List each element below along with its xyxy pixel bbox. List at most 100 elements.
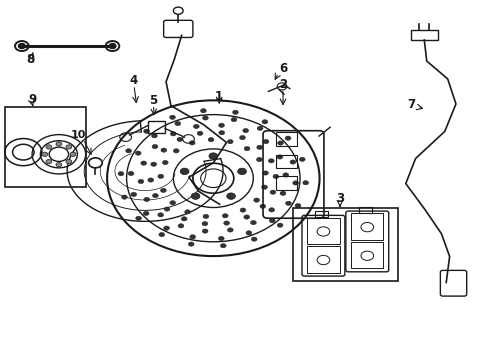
Circle shape — [158, 213, 164, 217]
Circle shape — [220, 244, 226, 248]
Bar — [315, 211, 328, 217]
Circle shape — [243, 129, 248, 133]
Circle shape — [136, 216, 142, 220]
Circle shape — [131, 192, 137, 197]
Circle shape — [141, 161, 147, 165]
Text: 6: 6 — [279, 62, 287, 75]
Bar — [351, 213, 383, 240]
Circle shape — [262, 120, 268, 124]
Circle shape — [162, 161, 168, 165]
Circle shape — [185, 210, 191, 214]
Circle shape — [173, 7, 183, 14]
Circle shape — [171, 132, 176, 136]
Circle shape — [202, 221, 208, 226]
Circle shape — [263, 139, 269, 144]
Circle shape — [143, 211, 149, 216]
Circle shape — [197, 131, 203, 135]
Circle shape — [151, 134, 157, 138]
Circle shape — [290, 160, 296, 164]
Bar — [276, 176, 297, 190]
Circle shape — [286, 201, 292, 206]
Circle shape — [257, 126, 263, 130]
Circle shape — [189, 141, 195, 145]
Text: 1: 1 — [215, 90, 223, 103]
Circle shape — [240, 208, 246, 212]
Circle shape — [303, 181, 309, 185]
Circle shape — [190, 235, 196, 239]
Text: 9: 9 — [28, 93, 36, 106]
Bar — [351, 242, 383, 268]
Circle shape — [209, 153, 218, 159]
Text: 8: 8 — [26, 53, 35, 66]
Circle shape — [231, 117, 237, 122]
Circle shape — [280, 191, 286, 195]
Circle shape — [203, 214, 209, 219]
Bar — [147, 121, 165, 133]
Circle shape — [66, 145, 72, 149]
Circle shape — [177, 137, 183, 141]
Circle shape — [42, 152, 48, 157]
Circle shape — [175, 121, 181, 126]
Circle shape — [160, 188, 166, 193]
Circle shape — [126, 149, 132, 153]
Circle shape — [56, 142, 62, 146]
Circle shape — [56, 162, 62, 167]
Circle shape — [293, 181, 298, 185]
Bar — [5, 107, 86, 187]
Circle shape — [144, 129, 149, 133]
Circle shape — [260, 204, 266, 208]
Circle shape — [233, 110, 239, 114]
Circle shape — [144, 197, 149, 202]
Circle shape — [246, 231, 252, 235]
Circle shape — [257, 145, 263, 149]
Circle shape — [254, 198, 260, 202]
Circle shape — [151, 162, 157, 166]
Circle shape — [256, 157, 262, 162]
Bar — [293, 207, 397, 281]
Circle shape — [263, 171, 269, 175]
Circle shape — [219, 236, 224, 240]
Circle shape — [118, 171, 124, 176]
Circle shape — [238, 168, 246, 175]
Circle shape — [19, 44, 25, 49]
Circle shape — [240, 135, 245, 140]
Circle shape — [222, 213, 228, 218]
Circle shape — [70, 152, 76, 157]
Circle shape — [148, 178, 154, 182]
Circle shape — [173, 149, 179, 153]
Circle shape — [66, 159, 72, 164]
Circle shape — [170, 201, 176, 205]
Text: 7: 7 — [408, 98, 416, 111]
Circle shape — [283, 173, 289, 177]
Circle shape — [227, 140, 233, 144]
Circle shape — [244, 147, 250, 151]
Circle shape — [227, 193, 236, 199]
Circle shape — [122, 195, 127, 199]
Text: 10: 10 — [71, 130, 86, 140]
Circle shape — [200, 109, 206, 113]
Circle shape — [138, 179, 144, 184]
Circle shape — [109, 44, 116, 49]
Circle shape — [194, 124, 199, 129]
Circle shape — [244, 215, 250, 219]
Bar — [307, 218, 340, 244]
Circle shape — [159, 233, 165, 237]
Bar — [276, 132, 297, 146]
Circle shape — [181, 217, 187, 221]
Circle shape — [251, 237, 257, 241]
Circle shape — [285, 136, 291, 140]
Circle shape — [270, 190, 276, 194]
Bar — [307, 246, 340, 273]
Circle shape — [278, 141, 284, 145]
Text: 5: 5 — [149, 94, 157, 107]
Circle shape — [277, 155, 283, 159]
Circle shape — [180, 168, 189, 175]
Circle shape — [152, 144, 158, 149]
Circle shape — [191, 193, 200, 199]
Circle shape — [202, 116, 208, 120]
Circle shape — [46, 159, 52, 164]
Circle shape — [250, 220, 256, 225]
Circle shape — [158, 174, 164, 179]
Circle shape — [188, 242, 194, 246]
Circle shape — [164, 207, 170, 211]
